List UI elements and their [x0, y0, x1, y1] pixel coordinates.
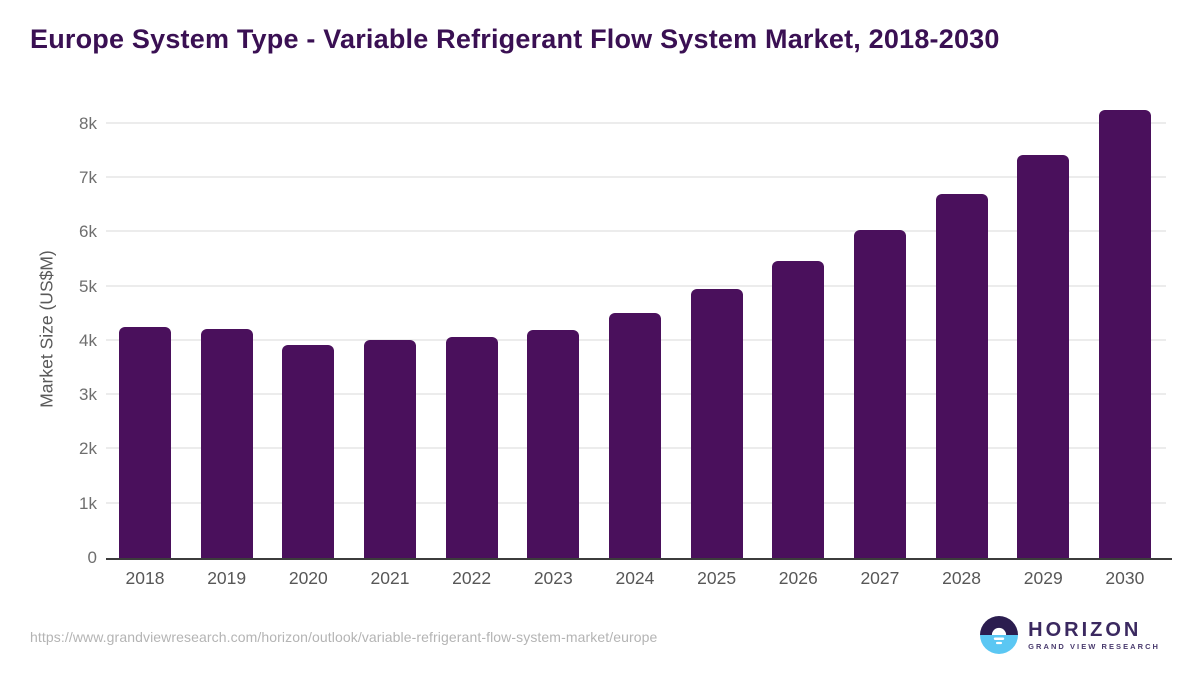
logo-subtitle: GRAND VIEW RESEARCH: [1028, 641, 1160, 651]
x-tick-label: 2022: [452, 568, 492, 588]
y-tick-label: 6k: [79, 222, 97, 242]
y-tick-label: 3k: [79, 385, 97, 405]
bar[interactable]: [1098, 110, 1151, 558]
gridline: [106, 284, 1166, 287]
horizon-logo: HORIZON GRAND VIEW RESEARCH: [980, 616, 1160, 654]
bar[interactable]: [608, 313, 661, 558]
x-tick-label: 2020: [288, 568, 328, 588]
page-title: Europe System Type - Variable Refrigeran…: [30, 24, 1000, 54]
bar[interactable]: [935, 194, 988, 558]
logo-text: HORIZON GRAND VIEW RESEARCH: [1028, 620, 1160, 651]
plot-area: 0 1k 2k 3k 4k 5k 6k 7k 8k: [79, 100, 1172, 567]
x-tick-label: 2018: [125, 568, 165, 588]
sun-horizon-icon: [980, 616, 1019, 654]
gridline: [106, 121, 1166, 124]
x-tick-label: 2028: [942, 568, 982, 588]
x-tick-label: 2026: [778, 568, 818, 588]
x-axis-line: [106, 558, 1172, 560]
y-tick-label: 2k: [79, 439, 97, 459]
y-tick-label: 1k: [79, 493, 97, 513]
x-tick-label: 2025: [697, 568, 737, 588]
bar[interactable]: [1017, 155, 1070, 558]
y-tick-label: 4k: [79, 330, 97, 350]
y-tick-label: 0: [87, 548, 97, 567]
bars-layer: [106, 100, 1164, 558]
logo-wordmark: HORIZON: [1028, 618, 1142, 641]
x-tick-label: 2027: [860, 568, 900, 588]
x-tick-label: 2023: [533, 568, 573, 588]
bar[interactable]: [119, 326, 171, 558]
bar[interactable]: [282, 344, 335, 558]
bar[interactable]: [690, 288, 743, 558]
gridline: [106, 176, 1166, 179]
bar[interactable]: [363, 339, 416, 558]
gridline: [106, 230, 1166, 233]
bar[interactable]: [527, 330, 580, 558]
x-tick-label: 2021: [370, 568, 410, 588]
bar[interactable]: [445, 336, 498, 558]
y-axis-title: Market Size (US$M): [36, 250, 57, 408]
x-tick-label: 2029: [1023, 568, 1063, 588]
y-tick-label: 8k: [79, 113, 97, 133]
bar[interactable]: [772, 260, 825, 558]
x-tick-label: 2024: [615, 568, 655, 588]
x-tick-label: 2019: [207, 568, 247, 588]
x-axis-labels: 2018 2019 2020 2021 2022 2023 2024 2025 2026 2027…: [106, 568, 1164, 589]
y-tick-label: 7k: [79, 168, 97, 188]
y-tick-label: 5k: [79, 276, 97, 296]
x-tick-label: 2030: [1105, 568, 1145, 588]
bar[interactable]: [200, 329, 253, 558]
bar[interactable]: [853, 229, 906, 558]
source-url: https://www.grandviewresearch.com/horizo…: [30, 629, 658, 645]
